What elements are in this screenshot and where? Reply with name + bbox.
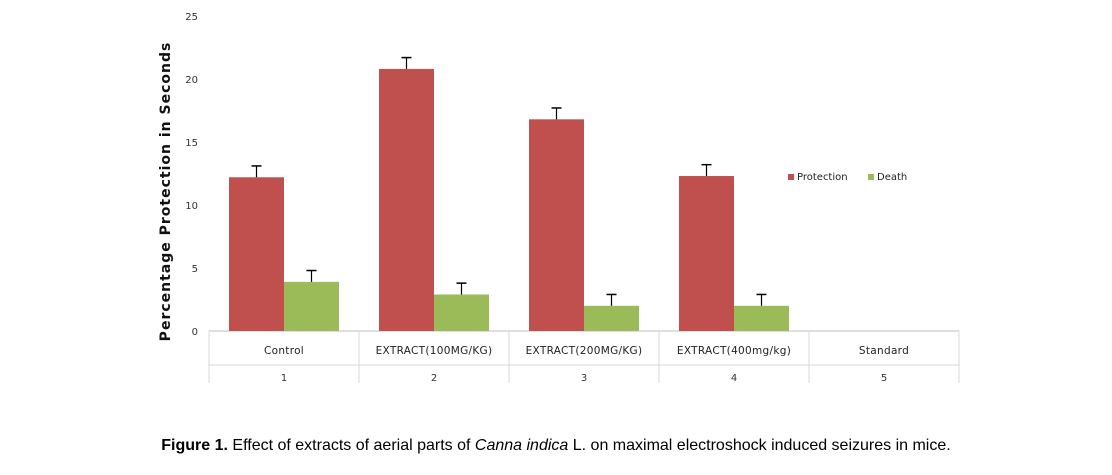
- bar-protection: [379, 68, 434, 332]
- caption-text-before: Effect of extracts of aerial parts of: [227, 437, 475, 454]
- bar-death: [584, 305, 639, 331]
- caption-species: Canna indica: [474, 437, 569, 454]
- category-number: 5: [881, 373, 887, 384]
- bar-protection: [229, 177, 284, 331]
- y-tick-label: 20: [185, 75, 198, 86]
- y-axis-label: Percentage Protection in Seconds: [158, 42, 174, 342]
- y-tick-label: 10: [185, 201, 198, 212]
- y-tick-label: 25: [185, 12, 198, 23]
- y-tick-label: 0: [192, 327, 198, 338]
- category-number: 2: [431, 373, 437, 384]
- chart-bars: [229, 56, 789, 332]
- legend-swatch-protection: [788, 174, 794, 180]
- category-label: EXTRACT(400mg/kg): [677, 345, 791, 357]
- y-tick-label: 5: [192, 264, 198, 275]
- legend-label-death: Death: [877, 172, 907, 183]
- legend-label-protection: Protection: [797, 172, 848, 183]
- bar-protection: [679, 176, 734, 331]
- category-number: 3: [581, 373, 587, 384]
- caption-label: Figure 1.: [161, 437, 228, 454]
- chart-legend: Protection Death: [788, 172, 907, 183]
- category-number: 4: [731, 373, 737, 384]
- caption-text-after: L. on maximal electroshock induced seizu…: [568, 437, 951, 454]
- bar-protection: [529, 119, 584, 331]
- category-label: Standard: [859, 345, 909, 357]
- category-label: EXTRACT(100MG/KG): [376, 345, 493, 357]
- bar-death: [434, 294, 489, 331]
- figure-caption: Figure 1. Effect of extracts of aerial p…: [0, 437, 1112, 455]
- bar-death: [284, 281, 339, 331]
- category-label: Control: [264, 345, 304, 357]
- y-tick-label: 15: [185, 138, 198, 149]
- legend-swatch-death: [868, 174, 874, 180]
- bar-death: [734, 305, 789, 331]
- category-label: EXTRACT(200MG/KG): [526, 345, 643, 357]
- category-number: 1: [281, 373, 287, 384]
